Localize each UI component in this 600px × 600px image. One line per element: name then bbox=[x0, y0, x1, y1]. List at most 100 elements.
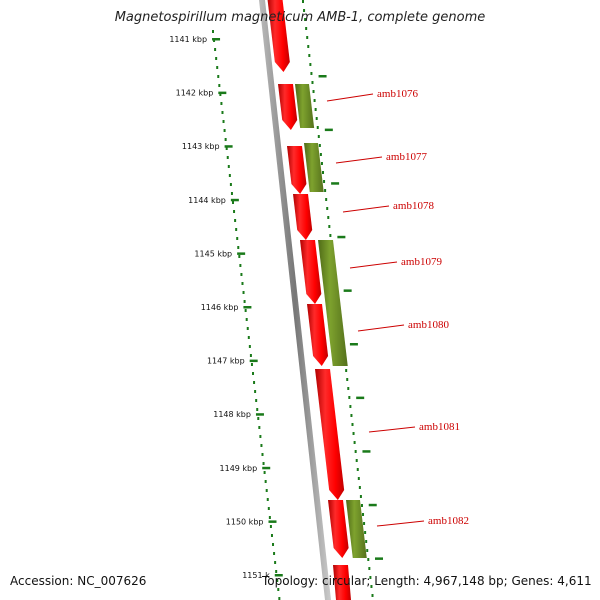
dot bbox=[311, 81, 314, 84]
dot bbox=[309, 63, 312, 66]
tick-label: 1151 k bbox=[242, 571, 270, 580]
dot bbox=[253, 381, 256, 384]
tick-mark bbox=[212, 38, 221, 41]
dot bbox=[242, 291, 245, 294]
tick-label: 1146 kbp bbox=[201, 303, 239, 312]
gene-block bbox=[318, 240, 348, 366]
dot bbox=[349, 405, 352, 408]
cds-arrow bbox=[307, 304, 329, 366]
tick-mark bbox=[375, 557, 384, 560]
dot bbox=[270, 534, 273, 537]
dot bbox=[241, 282, 244, 285]
dot bbox=[308, 54, 311, 57]
dot bbox=[238, 255, 241, 258]
leader-line bbox=[368, 426, 416, 433]
kbp-ticks: 1141 kbp 1142 kbp 1143 kbp 1144 kbp 1145 kbp… bbox=[169, 35, 384, 580]
gene-label-amb1079: amb1079 bbox=[401, 256, 442, 268]
dot bbox=[212, 30, 214, 33]
cds-arrow bbox=[300, 240, 322, 304]
cds-arrow bbox=[287, 146, 307, 194]
dot bbox=[325, 198, 328, 201]
tick-label: 1143 kbp bbox=[182, 142, 220, 151]
dot bbox=[323, 180, 326, 183]
dot bbox=[226, 156, 229, 159]
dot bbox=[365, 540, 368, 543]
dot bbox=[346, 378, 349, 381]
dot bbox=[214, 48, 217, 51]
dot bbox=[257, 417, 260, 420]
dot bbox=[362, 513, 365, 516]
tick-mark bbox=[356, 396, 365, 400]
dot bbox=[328, 225, 331, 228]
tick-label: 1145 kbp bbox=[194, 249, 232, 258]
leader-line bbox=[349, 261, 398, 269]
dot bbox=[255, 399, 258, 402]
tick-mark bbox=[268, 520, 277, 523]
dot bbox=[317, 135, 320, 138]
tick-mark bbox=[255, 413, 264, 416]
dot bbox=[272, 543, 275, 546]
dot bbox=[223, 129, 226, 132]
dot bbox=[306, 36, 309, 39]
outer-dotted-ring-left bbox=[212, 30, 281, 600]
tick-mark bbox=[331, 182, 340, 185]
dot bbox=[240, 273, 243, 276]
gene-block bbox=[304, 143, 324, 192]
dot bbox=[260, 444, 263, 447]
dot bbox=[252, 372, 255, 375]
dot bbox=[259, 435, 262, 438]
dot bbox=[319, 153, 322, 156]
dot bbox=[222, 120, 225, 123]
dot bbox=[313, 99, 316, 102]
dot bbox=[224, 138, 227, 141]
tick-mark bbox=[262, 466, 271, 470]
tick-mark bbox=[224, 145, 233, 148]
dot bbox=[358, 486, 361, 489]
dot bbox=[217, 75, 220, 78]
dot bbox=[266, 498, 269, 501]
tick-label: 1144 kbp bbox=[188, 196, 226, 205]
tick-mark bbox=[274, 574, 283, 577]
dot bbox=[269, 525, 272, 528]
dot bbox=[368, 567, 371, 570]
tick-mark bbox=[249, 359, 258, 363]
dot bbox=[278, 597, 281, 600]
leader-line bbox=[376, 520, 425, 527]
dot bbox=[310, 72, 313, 75]
dot bbox=[243, 300, 246, 303]
tick-mark bbox=[343, 289, 352, 292]
dot bbox=[316, 126, 319, 129]
gene-label-amb1081: amb1081 bbox=[419, 421, 460, 433]
dot bbox=[359, 495, 362, 498]
dot bbox=[303, 9, 306, 12]
map-title: Magnetospirillum magneticum AMB-1, compl… bbox=[114, 10, 486, 25]
tick-label: 1141 kbp bbox=[169, 35, 207, 44]
tick-label: 1150 kbp bbox=[226, 517, 264, 526]
dot bbox=[307, 45, 310, 48]
dot bbox=[327, 216, 330, 219]
dot bbox=[245, 318, 248, 321]
dot bbox=[221, 111, 224, 114]
dot bbox=[268, 516, 271, 519]
gene-labels: amb1076 amb1077 amb1078 amb1079 amb1080 amb10… bbox=[326, 88, 469, 527]
tick-mark bbox=[362, 450, 371, 453]
dot bbox=[322, 171, 325, 174]
dot bbox=[248, 345, 251, 348]
dot bbox=[363, 522, 366, 525]
leader-line bbox=[342, 205, 390, 213]
dot bbox=[360, 504, 363, 507]
gene-label-amb1076: amb1076 bbox=[377, 88, 418, 100]
tick-label: 1149 kbp bbox=[220, 464, 258, 473]
dot bbox=[234, 219, 237, 222]
dot bbox=[273, 552, 276, 555]
cds-arrow bbox=[315, 369, 345, 500]
tick-mark bbox=[237, 252, 246, 255]
dot bbox=[275, 570, 278, 573]
dot bbox=[364, 531, 367, 534]
tick-mark bbox=[368, 503, 377, 507]
dot bbox=[367, 558, 370, 561]
tick-label: 1148 kbp bbox=[213, 410, 251, 419]
dot bbox=[244, 309, 247, 312]
dot bbox=[347, 387, 350, 390]
